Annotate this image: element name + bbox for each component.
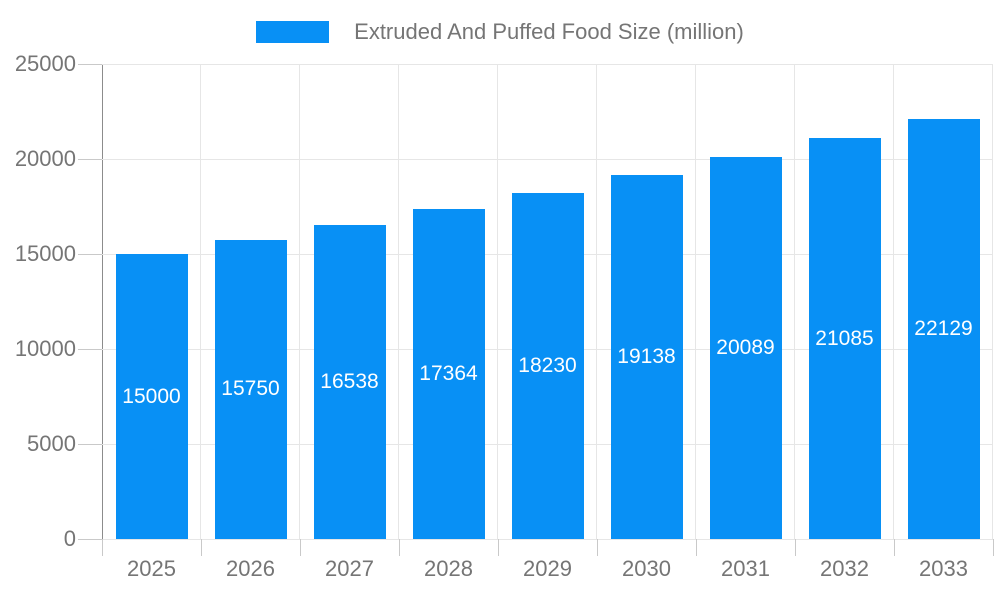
h-gridline [102, 159, 993, 160]
x-axis-tick [894, 539, 895, 556]
bar[interactable]: 20089 [709, 157, 782, 539]
bar-value-label: 16538 [320, 369, 379, 393]
y-axis-tick [78, 159, 102, 160]
x-axis-tick-label: 2033 [919, 556, 968, 581]
bar[interactable]: 18230 [511, 192, 584, 539]
bar-value-label: 18230 [518, 353, 577, 377]
x-axis-tick [597, 539, 598, 556]
x-axis-tick-label: 2026 [226, 556, 275, 581]
v-gridline [596, 64, 597, 539]
x-axis-tick-label: 2029 [523, 556, 572, 581]
bar-value-label: 15750 [221, 377, 280, 401]
y-axis-tick-label: 5000 [27, 431, 76, 456]
legend[interactable]: Extruded And Puffed Food Size (million) [0, 14, 1000, 50]
plot-area: 15000 15750 16538 17364 18230 19138 20089 21085… [102, 64, 993, 540]
x-axis-tick [993, 539, 994, 556]
bar-value-label: 17364 [419, 362, 478, 386]
v-gridline [794, 64, 795, 539]
v-gridline [497, 64, 498, 539]
x-axis-tick-label: 2028 [424, 556, 473, 581]
y-axis-tick [78, 539, 102, 540]
x-axis-tick-label: 2027 [325, 556, 374, 581]
bar-value-label: 19138 [617, 345, 676, 369]
bar-value-label: 20089 [716, 336, 775, 360]
x-axis-tick [498, 539, 499, 556]
legend-swatch [256, 21, 330, 43]
v-gridline [299, 64, 300, 539]
bar[interactable]: 15000 [115, 254, 188, 539]
y-axis-tick-label: 0 [63, 526, 76, 551]
x-axis-tick [300, 539, 301, 556]
h-gridline [102, 539, 993, 540]
x-axis-tick [696, 539, 697, 556]
x-axis-tick-label: 2031 [721, 556, 770, 581]
y-axis-tick-label: 15000 [14, 241, 76, 266]
x-axis-tick [795, 539, 796, 556]
x-axis-tick-label: 2030 [622, 556, 671, 581]
v-gridline [398, 64, 399, 539]
bar-value-label: 22129 [914, 316, 973, 340]
bar[interactable]: 16538 [313, 224, 386, 539]
v-gridline [992, 64, 993, 539]
bar[interactable]: 19138 [610, 175, 683, 539]
bar[interactable]: 21085 [808, 138, 881, 539]
y-axis-tick [78, 64, 102, 65]
x-axis-tick [102, 539, 103, 556]
x-axis-tick-label: 2032 [820, 556, 869, 581]
x-axis-tick [201, 539, 202, 556]
y-axis-tick-label: 20000 [14, 146, 76, 171]
bar[interactable]: 22129 [907, 118, 980, 539]
y-axis-tick [78, 444, 102, 445]
v-gridline [200, 64, 201, 539]
bar-value-label: 21085 [815, 326, 874, 350]
y-axis-tick [78, 254, 102, 255]
y-axis-tick [78, 349, 102, 350]
x-axis-tick-label: 2025 [127, 556, 176, 581]
h-gridline [102, 64, 993, 65]
bar[interactable]: 15750 [214, 239, 287, 539]
y-axis-tick-label: 10000 [14, 336, 76, 361]
bar[interactable]: 17364 [412, 209, 485, 539]
legend-series-label: Extruded And Puffed Food Size (million) [354, 19, 744, 44]
v-gridline [893, 64, 894, 539]
y-axis-tick-label: 25000 [14, 51, 76, 76]
v-gridline [695, 64, 696, 539]
x-axis-tick [399, 539, 400, 556]
bar-value-label: 15000 [122, 384, 181, 408]
y-axis-line [102, 64, 103, 556]
